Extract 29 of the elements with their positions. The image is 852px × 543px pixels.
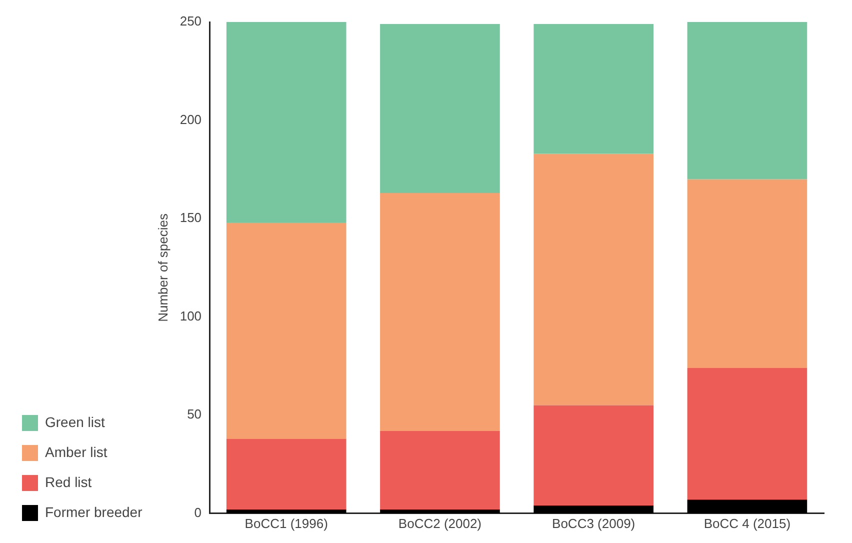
- x-tick-label: BoCC 4 (2015): [704, 516, 791, 531]
- bar: [687, 500, 808, 514]
- y-tick-label: 0: [194, 504, 202, 520]
- bar: [380, 430, 500, 510]
- bar: [534, 506, 654, 514]
- bar: [226, 222, 346, 439]
- y-tick-label: 200: [180, 112, 202, 127]
- bar: [687, 22, 808, 180]
- x-tick-label: BoCC1 (1996): [244, 516, 328, 531]
- y-tick-label: 150: [180, 210, 202, 226]
- bar: [380, 24, 500, 194]
- bar: [380, 193, 500, 431]
- bar: [226, 22, 346, 222]
- bar: [534, 405, 654, 506]
- bar: [687, 368, 808, 500]
- bar: [534, 154, 654, 406]
- y-tick-label: 250: [180, 14, 202, 29]
- y-tick-label: 100: [180, 308, 202, 324]
- bar: [534, 24, 654, 154]
- legend-label: Amber list: [45, 444, 108, 460]
- legend-label: Former breeder: [45, 504, 143, 520]
- x-tick-label: BoCC2 (2002): [398, 516, 482, 531]
- x-tick-label: BoCC3 (2009): [552, 516, 636, 531]
- bar: [226, 438, 346, 510]
- y-tick-label: 50: [187, 406, 202, 422]
- y-axis-title: Number of species: [156, 213, 171, 322]
- legend-label: Green list: [45, 414, 106, 430]
- bar: [687, 179, 808, 368]
- legend-label: Red list: [45, 474, 92, 490]
